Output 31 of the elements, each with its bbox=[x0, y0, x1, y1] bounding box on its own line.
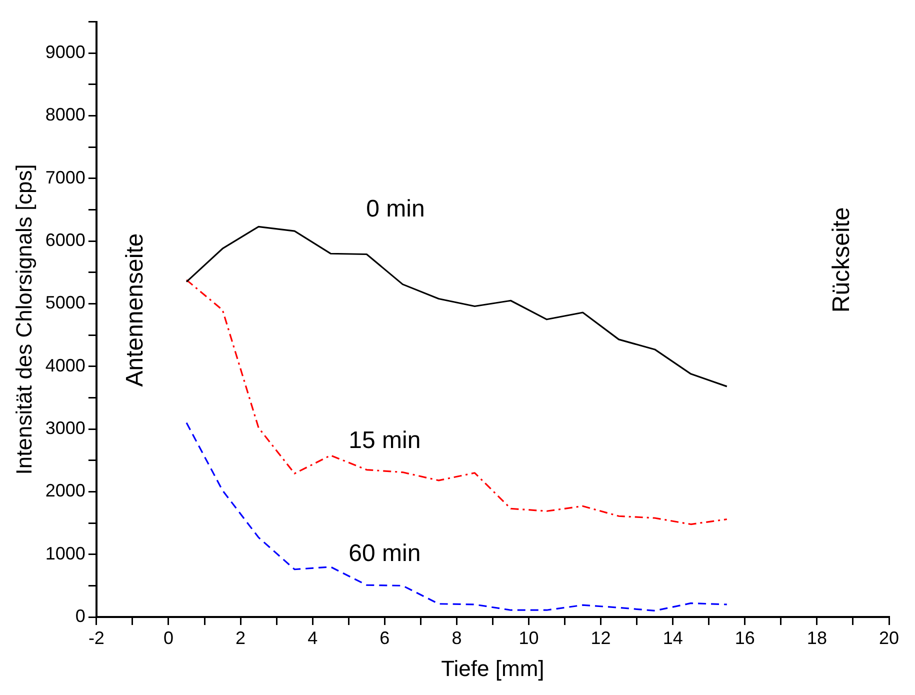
y-tick-label: 4000 bbox=[45, 355, 86, 376]
x-tick-label: 10 bbox=[518, 628, 539, 648]
y-tick-label: 1000 bbox=[45, 543, 86, 564]
x-tick-label: 16 bbox=[734, 628, 755, 648]
x-tick-label: 2 bbox=[236, 628, 246, 648]
y-tick-label: 8000 bbox=[45, 104, 86, 125]
y-tick-label: 7000 bbox=[45, 167, 86, 188]
y-tick-label: 2000 bbox=[45, 480, 86, 501]
x-tick-label: 12 bbox=[590, 628, 611, 648]
series-label: 0 min bbox=[366, 195, 425, 222]
series-label: 60 min bbox=[348, 540, 421, 567]
x-tick-label: 18 bbox=[806, 628, 827, 648]
x-tick-label: 14 bbox=[662, 628, 683, 648]
annotation: Antennenseite bbox=[122, 233, 149, 387]
series-label: 15 min bbox=[348, 427, 421, 454]
y-tick-label: 9000 bbox=[45, 42, 86, 62]
x-tick-label: 20 bbox=[878, 628, 900, 648]
annotation: Rückseite bbox=[828, 207, 855, 313]
y-tick-label: 5000 bbox=[45, 292, 86, 313]
y-axis-title: Intensität des Chlorsignals [cps] bbox=[11, 164, 36, 475]
x-axis-title: Tiefe [mm] bbox=[441, 656, 544, 681]
x-tick-label: 6 bbox=[380, 628, 390, 648]
line-series bbox=[186, 422, 728, 612]
y-tick-label: 3000 bbox=[45, 418, 86, 438]
y-tick-label: 6000 bbox=[45, 230, 86, 250]
x-tick-label: 8 bbox=[452, 628, 462, 648]
line-series bbox=[186, 279, 728, 526]
x-tick-label: -2 bbox=[88, 628, 104, 648]
x-tick-label: 4 bbox=[308, 628, 318, 648]
y-tick-label: 0 bbox=[75, 606, 86, 626]
x-tick-label: 0 bbox=[163, 628, 174, 648]
